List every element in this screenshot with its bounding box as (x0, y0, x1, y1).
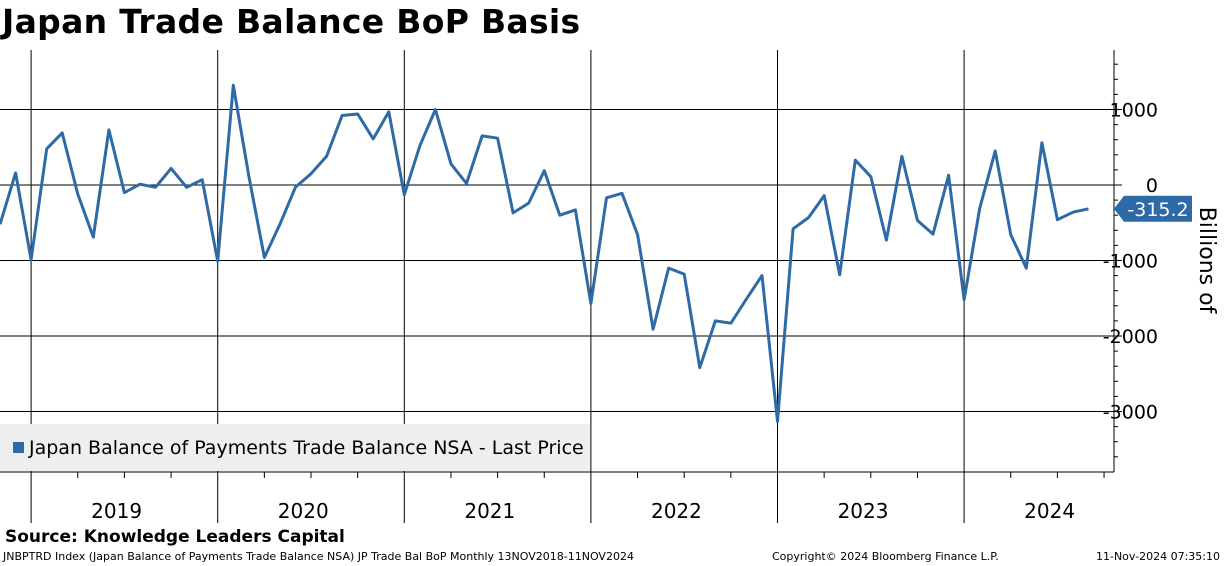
legend-label: Japan Balance of Payments Trade Balance … (29, 436, 584, 459)
footer-index-description: JNBPTRD Index (Japan Balance of Payments… (3, 550, 634, 563)
series-group (0, 83, 1089, 423)
source-note: Source: Knowledge Leaders Capital (5, 527, 345, 547)
grid-lines (0, 50, 1114, 523)
y-tick-label: -1000 (1103, 251, 1158, 273)
legend-swatch (13, 442, 24, 453)
y-axis-label: Billions of (1194, 207, 1219, 315)
last-value-text: -315.2 (1127, 199, 1188, 221)
chart-title: Japan Trade Balance BoP Basis (2, 2, 581, 41)
y-axis: 1000 0 -1000 -2000 -3000 2019 2020 2021 2022 2023… (0, 50, 1158, 523)
x-year-label: 2021 (464, 499, 515, 523)
y-tick-label: -3000 (1103, 402, 1158, 424)
x-year-label: 2020 (278, 499, 329, 523)
footer-copyright: Copyright© 2024 Bloomberg Finance L.P. (772, 550, 999, 563)
x-year-label: 2023 (838, 499, 889, 523)
y-tick-label: 1000 (1110, 100, 1158, 122)
legend: Japan Balance of Payments Trade Balance … (0, 424, 590, 471)
last-value-tag: -315.2 (1114, 195, 1192, 222)
x-year-label: 2022 (651, 499, 702, 523)
y-tick-label: -2000 (1103, 326, 1158, 348)
y-tick-label: 0 (1146, 175, 1158, 197)
footer-timestamp: 11-Nov-2024 07:35:10 (1095, 550, 1220, 563)
series-line (0, 83, 1089, 423)
x-year-label: 2024 (1024, 499, 1075, 523)
x-year-label: 2019 (91, 499, 142, 523)
last-value-badge (1114, 195, 1192, 222)
